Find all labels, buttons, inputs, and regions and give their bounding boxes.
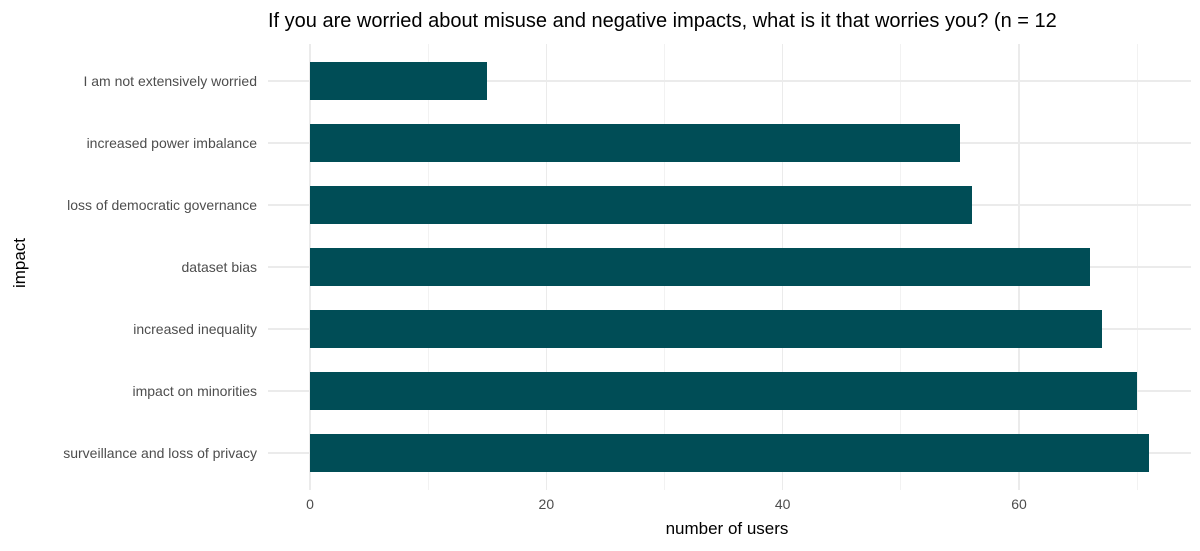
x-axis-tick-label: 0 bbox=[306, 496, 314, 512]
y-axis-category-label: loss of democratic governance bbox=[67, 197, 257, 213]
x-axis-tick-label: 20 bbox=[538, 496, 555, 512]
bar bbox=[310, 186, 972, 224]
y-axis-category-label: increased power imbalance bbox=[86, 135, 257, 151]
bar bbox=[310, 434, 1149, 472]
x-axis-title: number of users bbox=[665, 519, 789, 538]
x-axis-tick-label: 40 bbox=[774, 496, 791, 512]
bar bbox=[310, 124, 960, 162]
y-axis-category-label: impact on minorities bbox=[132, 383, 258, 399]
bar bbox=[310, 372, 1138, 410]
bar bbox=[310, 310, 1102, 348]
bar bbox=[310, 62, 488, 100]
chart-title: If you are worried about misuse and nega… bbox=[268, 10, 1057, 32]
bar bbox=[310, 248, 1090, 286]
y-axis-category-label: increased inequality bbox=[133, 321, 257, 337]
x-axis-tick-label: 60 bbox=[1011, 496, 1027, 512]
y-axis-category-label: surveillance and loss of privacy bbox=[63, 445, 257, 461]
y-axis-category-label: dataset bias bbox=[181, 259, 258, 275]
y-axis-category-label: I am not extensively worried bbox=[83, 73, 257, 89]
gridline-major-horizontal bbox=[268, 80, 1191, 82]
